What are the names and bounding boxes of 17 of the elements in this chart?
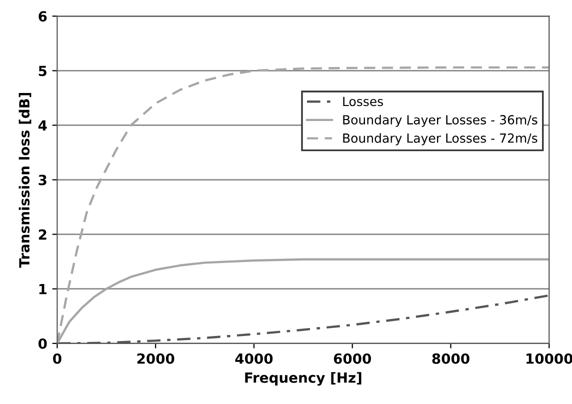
x-axis-title: Frequency [Hz] xyxy=(245,372,362,386)
y-tick-label: 6 xyxy=(38,11,47,22)
x-tick-label: 6000 xyxy=(334,353,372,364)
y-tick-label: 1 xyxy=(39,284,47,294)
y-tick-label: 0 xyxy=(38,338,47,349)
legend-label: Losses xyxy=(343,96,383,106)
x-tick-label: 4000 xyxy=(235,353,273,364)
y-axis-title: Transmission loss [dB] xyxy=(18,92,32,268)
y-tick-label: 5 xyxy=(38,66,47,76)
x-tick-label: 2000 xyxy=(137,353,174,364)
y-tick-label: 4 xyxy=(38,120,47,131)
x-tick-label: 0 xyxy=(53,353,62,364)
legend-label: Boundary Layer Losses - 72m/s xyxy=(343,133,538,146)
x-tick-label: 8000 xyxy=(432,353,470,364)
legend-label: Boundary Layer Losses - 36m/s xyxy=(343,114,538,127)
y-tick-label: 2 xyxy=(38,229,46,240)
y-tick-label: 3 xyxy=(38,174,46,186)
